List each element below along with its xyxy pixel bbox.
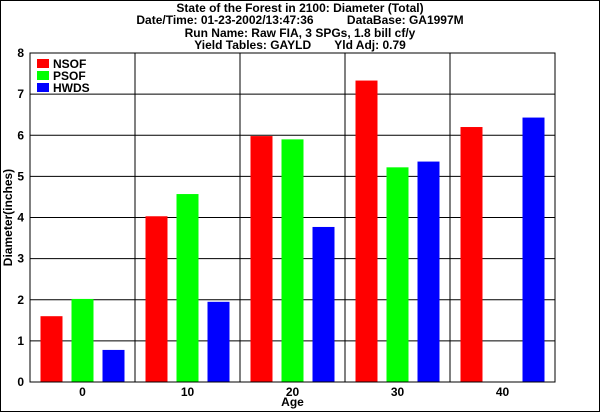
y-axis-label: Diameter(inches) [1,169,15,266]
yield-tables-text: Yield Tables: GAYLD [194,38,312,52]
legend-swatch-hwds [37,83,49,92]
y-tick-labels: 0 1 2 3 4 5 6 7 8 [17,46,24,389]
bar-hwds-30 [417,161,440,382]
bar-hwds-20 [312,226,335,382]
bar-nsof-40 [460,127,483,383]
yield-line: Yield Tables: GAYLD Yld Adj: 0.79 [0,39,600,51]
legend-swatch-nsof [37,59,49,68]
bar-psof-30 [386,167,409,382]
y-tick-label-8: 8 [17,46,24,60]
database-text: DataBase: GA1997M [346,13,464,27]
y-tick-label-5: 5 [17,169,24,183]
yld-adj-text: Yld Adj: 0.79 [334,38,406,52]
y-tick-label-0: 0 [17,375,24,389]
legend-label-hwds: HWDS [53,81,90,95]
x-tick-label-20: 20 [286,385,300,399]
y-tick-label-7: 7 [17,87,24,101]
chart-title: State of the Forest in 2100: Diameter (T… [176,1,424,15]
bar-nsof-20 [250,136,273,382]
bar-nsof-10 [145,216,168,382]
bar-nsof-0 [40,316,63,382]
bar-nsof-30 [355,80,378,383]
bar-psof-20 [281,139,304,382]
bar-hwds-40 [522,117,545,382]
y-tick-label-3: 3 [17,252,24,266]
bar-hwds-0 [102,349,125,382]
x-tick-label-30: 30 [391,385,405,399]
y-tick-label-4: 4 [17,211,24,225]
datetime-text: Date/Time: 01-23-2002/13:47:36 [136,13,314,27]
legend-swatch-psof [37,71,49,80]
plot-border [29,52,556,383]
legend-label-psof: PSOF [53,69,86,83]
x-tick-label-40: 40 [496,385,510,399]
bar-hwds-10 [207,301,230,382]
x-axis-label: Age [281,395,304,409]
x-tick-labels: 0 10 20 30 40 [79,385,509,399]
y-tick-label-2: 2 [17,293,24,307]
bar-psof-10 [176,194,199,382]
bars [40,80,545,383]
datetime-database-line: Date/Time: 01-23-2002/13:47:36 DataBase:… [0,14,600,26]
run-name-text: Run Name: Raw FIA, 3 SPGs, 1.8 bill cf/y [184,26,416,40]
x-tick-label-10: 10 [181,385,195,399]
y-tick-label-1: 1 [17,334,24,348]
x-tick-label-0: 0 [79,385,86,399]
bar-psof-0 [71,298,94,382]
y-tick-label-6: 6 [17,128,24,142]
legend-label-nsof: NSOF [53,57,86,71]
